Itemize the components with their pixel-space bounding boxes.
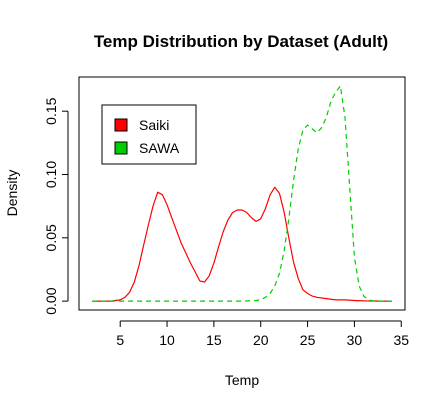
x-tick-label: 30: [347, 332, 363, 348]
x-axis-label: Temp: [225, 372, 259, 388]
y-tick-label: 0.05: [43, 224, 59, 251]
y-tick-label: 0.15: [43, 97, 59, 124]
x-axis: 5 10 15 20 25 30 35: [116, 320, 409, 348]
legend-swatch-sawa: [114, 141, 128, 155]
y-axis: 0.00 0.05 0.10 0.15: [43, 97, 69, 315]
x-tick-label: 10: [159, 332, 175, 348]
series-layer: [92, 85, 392, 302]
x-tick-label: 5: [116, 332, 124, 348]
series-line-sawa: [92, 85, 392, 302]
plot-frame: [78, 76, 406, 311]
x-tick-label: 15: [206, 332, 222, 348]
x-tick-label: 20: [253, 332, 269, 348]
legend-swatch-saiki: [114, 118, 128, 132]
legend: Saiki SAWA: [101, 104, 197, 165]
series-line-saiki: [92, 186, 392, 302]
legend-label-sawa: SAWA: [139, 140, 180, 156]
chart-title: Temp Distribution by Dataset (Adult): [94, 32, 388, 51]
y-tick-label: 0.00: [43, 287, 59, 314]
y-tick-label: 0.10: [43, 161, 59, 188]
x-tick-label: 25: [300, 332, 316, 348]
x-tick-label: 35: [393, 332, 409, 348]
y-axis-label: Density: [4, 170, 20, 217]
legend-label-saiki: Saiki: [139, 117, 169, 133]
